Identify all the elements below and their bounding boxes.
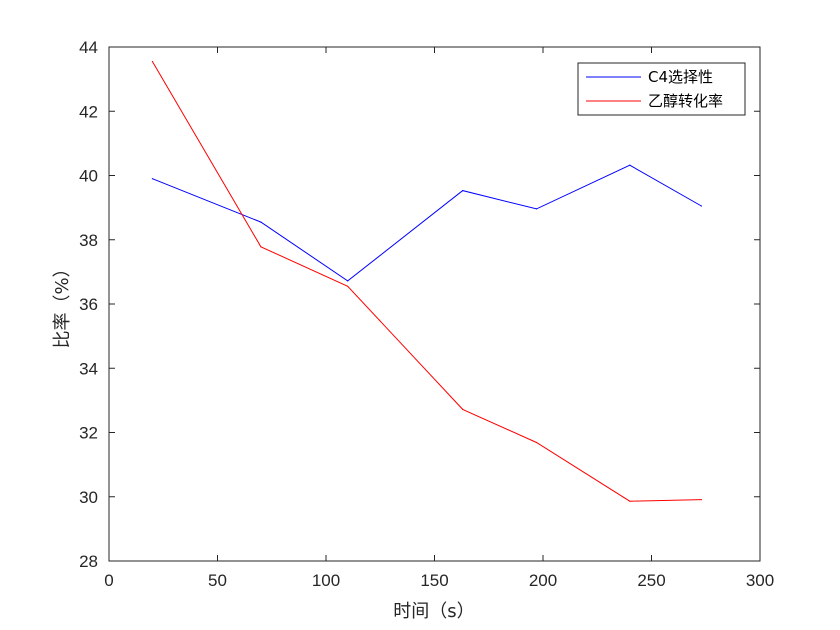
y-tick-label: 32 (79, 424, 98, 443)
y-tick-label: 30 (79, 488, 98, 507)
data-point-ethanol-conversion (151, 60, 153, 63)
data-point-ethanol-conversion (347, 285, 349, 287)
x-tick-label: 100 (312, 571, 340, 590)
y-tick-label: 42 (79, 102, 98, 121)
x-tick-label: 0 (104, 571, 113, 590)
data-point-ethanol-conversion (462, 408, 464, 410)
y-tick-label: 28 (79, 552, 98, 571)
x-tick-label: 150 (420, 571, 448, 590)
x-tick-label: 200 (529, 571, 557, 590)
y-tick-label: 36 (79, 295, 98, 314)
data-point-ethanol-conversion (535, 441, 538, 444)
data-point-c4-selectivity (700, 205, 703, 207)
y-tick-label: 40 (79, 167, 98, 186)
data-point-c4-selectivity (347, 280, 349, 282)
data-point-ethanol-conversion (629, 500, 631, 502)
data-point-c4-selectivity (629, 164, 631, 166)
plot-area (109, 47, 760, 561)
ticks-layer: 0 50 100 150 200 250 300 28 30 32 34 36 38 40 42 44 (79, 38, 774, 590)
x-tick-label: 250 (637, 571, 665, 590)
data-point-ethanol-conversion (260, 246, 262, 248)
data-point-c4-selectivity (260, 221, 262, 223)
data-point-c4-selectivity (462, 190, 464, 192)
legend: C4选择性 乙醇转化率 (577, 62, 746, 116)
legend-label-ethanol-conversion: 乙醇转化率 (648, 92, 723, 110)
y-tick-label: 34 (79, 359, 98, 378)
data-point-c4-selectivity (535, 208, 538, 210)
data-point-ethanol-conversion (700, 499, 703, 501)
x-tick-label: 50 (208, 571, 227, 590)
series-layer (151, 60, 703, 502)
y-tick-label: 44 (79, 38, 98, 57)
legend-box (577, 62, 746, 116)
x-axis-title: 时间（s） (393, 601, 474, 622)
x-tick-label: 300 (746, 571, 774, 590)
data-point-c4-selectivity (151, 178, 153, 180)
legend-label-c4-selectivity: C4选择性 (648, 68, 713, 86)
y-tick-label: 38 (79, 231, 98, 250)
y-axis-title: 比率（%） (52, 259, 73, 348)
